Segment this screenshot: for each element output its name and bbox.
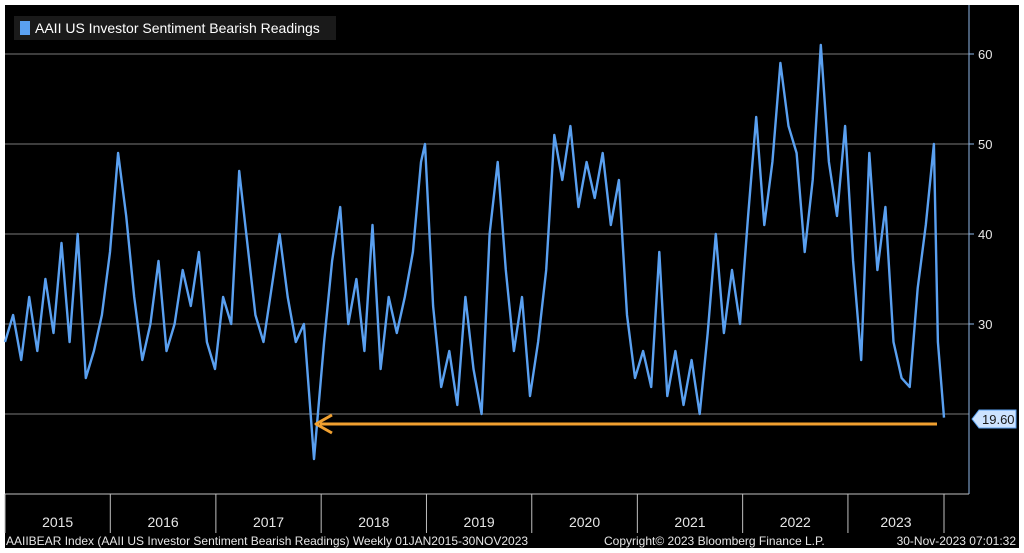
last-value-badge-shape <box>971 409 1017 429</box>
tick-layer: 30 40 50 60 2015 2016 2017 2018 2019 2020 2021 2022… <box>4 5 992 533</box>
x-tick-label: 2016 <box>148 514 179 530</box>
legend-swatch <box>20 21 30 35</box>
y-tick-label: 30 <box>978 317 992 332</box>
legend-box <box>14 16 336 40</box>
y-tick-label: 40 <box>978 227 992 242</box>
x-tick-label: 2020 <box>569 514 600 530</box>
annotation-layer <box>314 413 937 435</box>
footer-bar <box>5 533 1019 548</box>
footer-timestamp: 30-Nov-2023 07:01:32 <box>897 534 1017 548</box>
annotation-arrow-head <box>314 413 333 435</box>
last-value-badge: 19.60 <box>971 409 1017 429</box>
chart-background <box>5 5 1019 548</box>
footer-copyright: Copyright© 2023 Bloomberg Finance L.P. <box>604 534 825 548</box>
x-tick-label: 2022 <box>780 514 811 530</box>
y-tick-label: 50 <box>978 137 992 152</box>
series-line <box>3 43 946 461</box>
x-tick-label: 2015 <box>42 514 73 530</box>
legend: AAII US Investor Sentiment Bearish Readi… <box>14 16 336 40</box>
x-tick-label: 2021 <box>674 514 705 530</box>
legend-label: AAII US Investor Sentiment Bearish Readi… <box>35 20 320 36</box>
y-tick-label: 60 <box>978 47 992 62</box>
footer-source: AAIIBEAR Index (AAII US Investor Sentime… <box>6 534 528 548</box>
x-tick-label: 2018 <box>358 514 389 530</box>
grid-layer <box>5 53 969 415</box>
last-value-label: 19.60 <box>982 412 1015 427</box>
x-tick-label: 2019 <box>464 514 495 530</box>
series-layer <box>3 43 946 461</box>
x-tick-label: 2017 <box>253 514 284 530</box>
x-tick-label: 2023 <box>880 514 911 530</box>
